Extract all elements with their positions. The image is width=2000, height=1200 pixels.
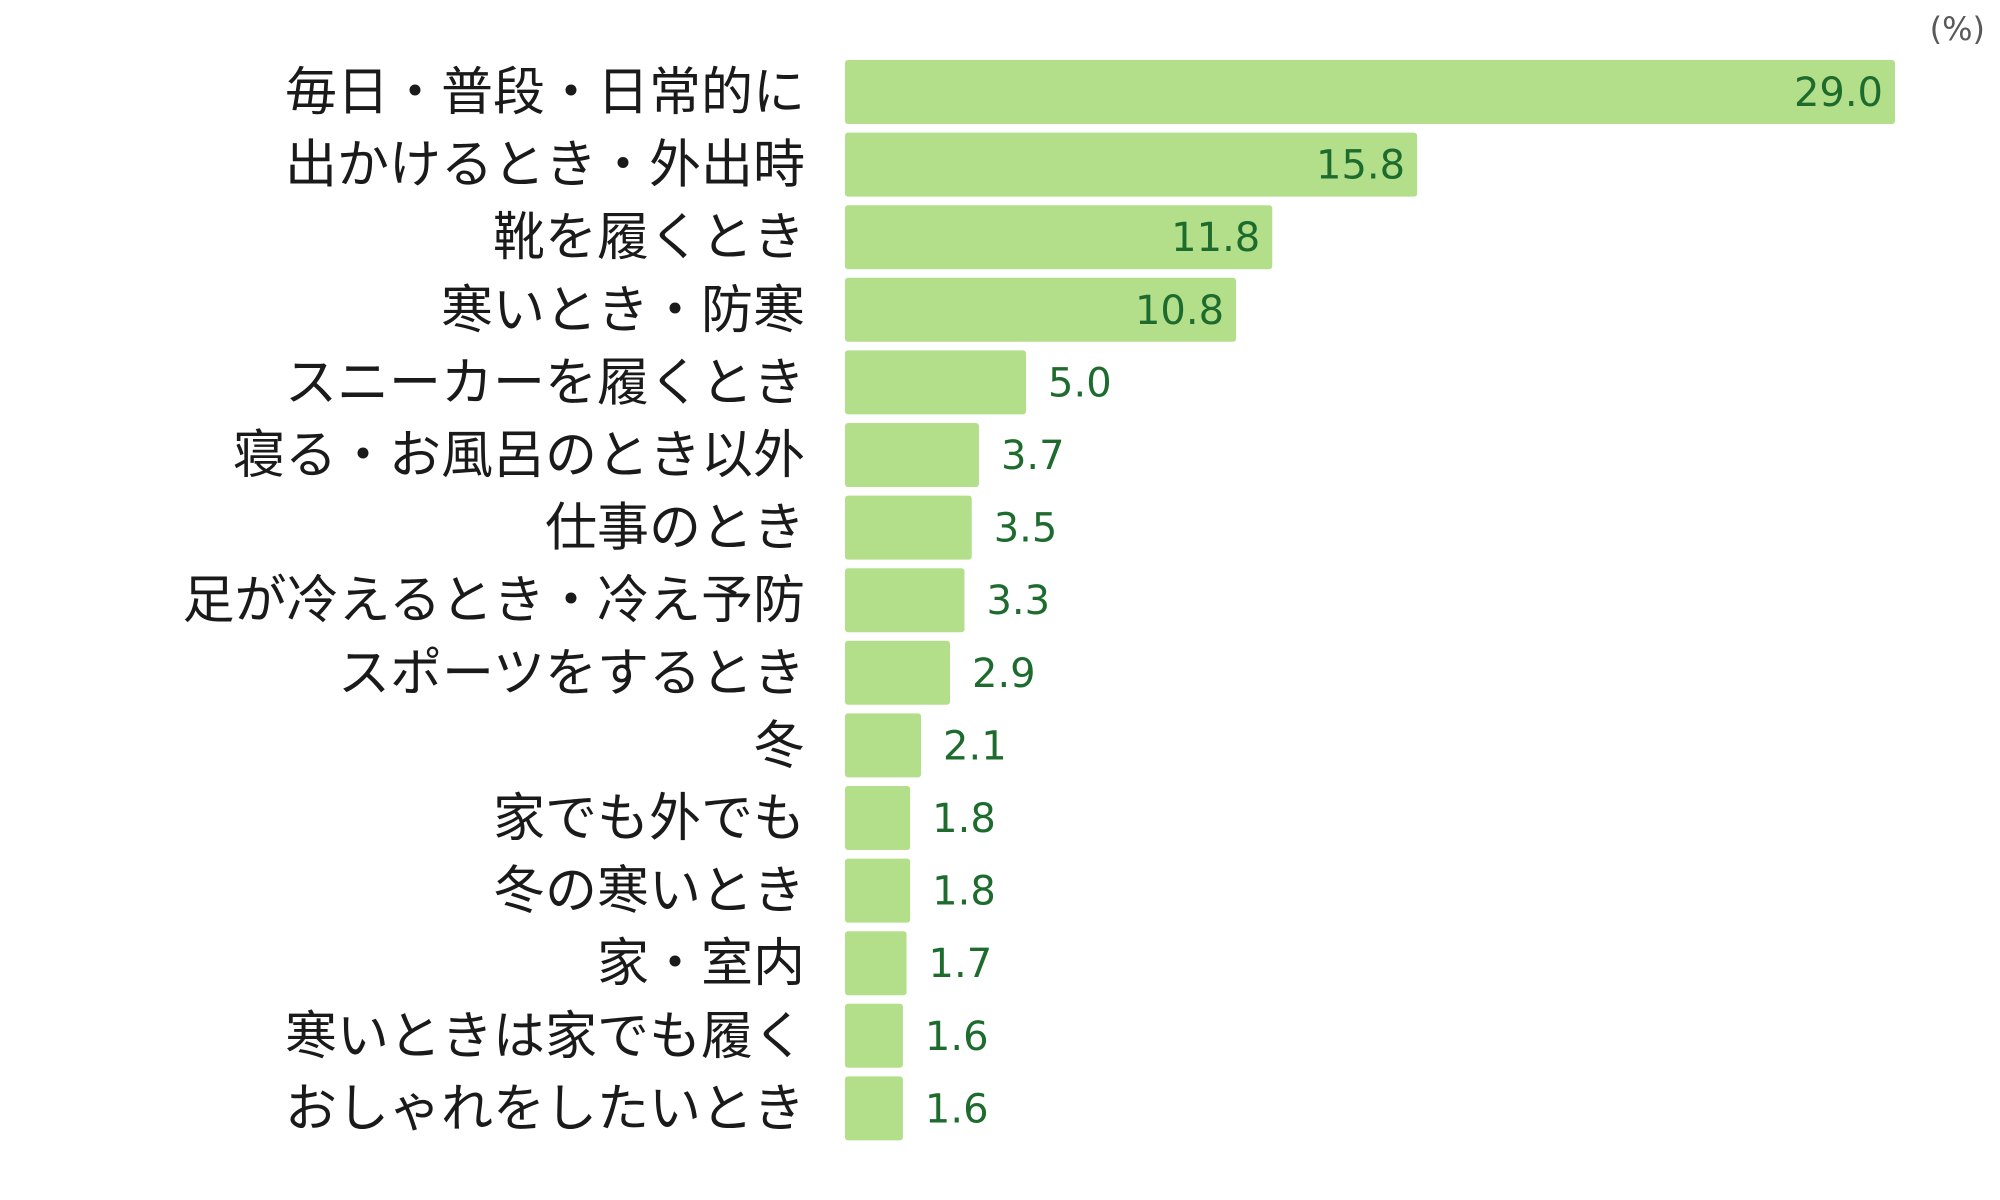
category-label: 冬	[753, 716, 805, 776]
value-label: 2.1	[943, 723, 1007, 769]
category-label: 毎日・普段・日常的に	[285, 63, 805, 123]
value-label: 2.9	[972, 651, 1036, 697]
category-labels-group: 毎日・普段・日常的に出かけるとき・外出時靴を履くとき寒いとき・防寒スニーカーを履…	[183, 63, 805, 1139]
category-label: 仕事のとき	[545, 499, 805, 559]
category-label: おしゃれをしたいとき	[285, 1079, 805, 1139]
unit-label: (%)	[1930, 10, 1985, 48]
bar	[845, 423, 979, 487]
bar	[845, 1003, 903, 1068]
category-label: 家・室内	[597, 934, 805, 994]
bar	[845, 786, 911, 850]
category-label: 冬の寒いとき	[493, 862, 805, 922]
category-label: 寝る・お風呂のとき以外	[233, 426, 805, 486]
bar	[845, 205, 1273, 270]
value-label: 11.8	[1171, 215, 1260, 261]
value-label: 1.6	[925, 1086, 989, 1132]
value-label: 1.7	[929, 941, 993, 987]
bar	[845, 132, 1418, 197]
bar	[845, 931, 907, 996]
value-label: 15.8	[1316, 143, 1405, 189]
bar	[845, 713, 922, 778]
category-label: 寒いとき・防寒	[441, 281, 805, 341]
value-label: 1.6	[925, 1014, 989, 1060]
bar	[845, 495, 972, 560]
category-label: スポーツをするとき	[338, 644, 805, 704]
bar	[845, 1076, 903, 1141]
value-label: 10.8	[1135, 288, 1224, 334]
bar	[845, 350, 1027, 415]
value-label: 3.5	[994, 506, 1058, 552]
value-label: 5.0	[1048, 360, 1112, 406]
category-label: 家でも外でも	[493, 789, 805, 849]
bar	[845, 60, 1895, 124]
value-label: 3.3	[986, 578, 1050, 624]
category-label: スニーカーを履くとき	[285, 353, 805, 413]
value-label: 1.8	[932, 869, 996, 915]
bar	[845, 277, 1237, 342]
category-label: 出かけるとき・外出時	[285, 136, 805, 196]
value-label: 29.0	[1794, 70, 1883, 116]
bar	[845, 640, 950, 705]
bar	[845, 568, 965, 633]
category-label: 寒いときは家でも履く	[285, 1007, 805, 1067]
value-labels-group: 29.0 15.8 11.8 10.8 5.0 3.7 3.5 3.3 2.9 2.1 1.8 1.8…	[925, 70, 1883, 1132]
bars-group	[845, 60, 1895, 1141]
value-label: 3.7	[1001, 433, 1065, 479]
category-label: 足が冷えるとき・冷え予防	[183, 571, 805, 631]
value-label: 1.8	[932, 796, 996, 842]
bar	[845, 858, 911, 923]
category-label: 靴を履くとき	[493, 208, 805, 268]
